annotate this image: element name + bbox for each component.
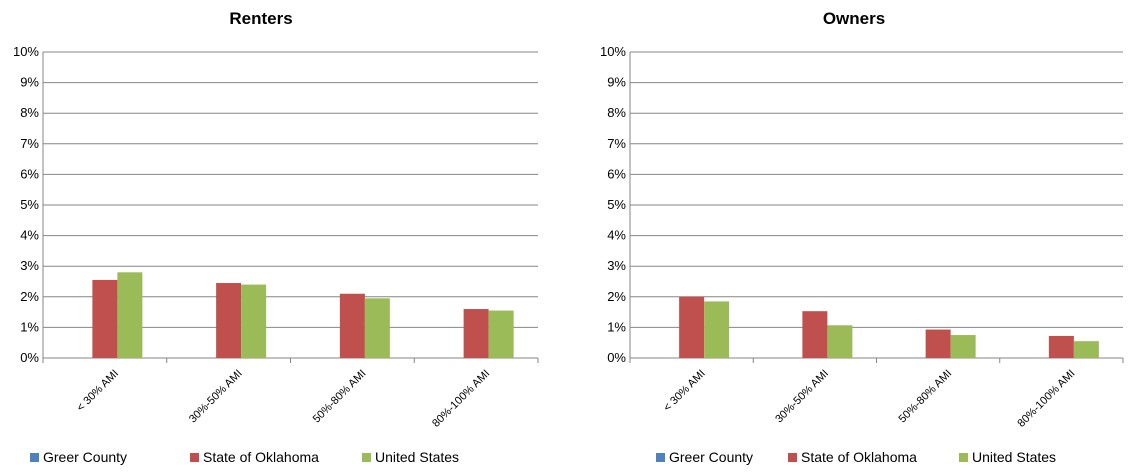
bar <box>117 272 143 358</box>
x-tick-label: < 30% AMI <box>75 368 121 414</box>
bar <box>1073 341 1099 358</box>
bar <box>488 310 514 358</box>
legend-swatch <box>959 453 968 462</box>
y-tick-label: 10% <box>600 44 626 59</box>
y-tick-label: 9% <box>607 75 626 90</box>
bar <box>679 296 705 358</box>
legend-swatch <box>788 453 797 462</box>
y-tick-label: 7% <box>607 136 626 151</box>
y-tick-label: 4% <box>20 228 39 243</box>
bar <box>704 301 730 358</box>
x-tick-label: 80%-100% AMI <box>430 368 492 430</box>
y-tick-label: 4% <box>607 228 626 243</box>
x-tick-label: 30%-50% AMI <box>773 368 831 426</box>
y-tick-label: 3% <box>20 258 39 273</box>
y-tick-label: 2% <box>20 289 39 304</box>
bar <box>827 325 853 358</box>
owners-chart: Owners 0% 1% 2% 3% 4% 5% 6% 7% 8% 9% 10% < 30% AMI 3… <box>600 9 1124 465</box>
bar <box>950 335 976 358</box>
bar <box>92 279 118 358</box>
legend-swatch <box>30 453 39 462</box>
legend-swatch <box>656 453 665 462</box>
x-tick-label: 50%-80% AMI <box>311 368 369 426</box>
bar <box>463 309 489 358</box>
y-tick-label: 9% <box>20 75 39 90</box>
bar <box>241 284 267 358</box>
y-tick-label: 5% <box>20 197 39 212</box>
y-tick-label: 8% <box>607 105 626 120</box>
x-tick-label: < 30% AMI <box>661 368 707 414</box>
bar <box>216 283 242 358</box>
legend-label: State of Oklahoma <box>203 449 319 465</box>
y-tick-label: 6% <box>20 166 39 181</box>
y-tick-label: 0% <box>20 350 39 365</box>
legend-swatch <box>362 453 371 462</box>
bar <box>802 311 828 358</box>
legend-label: Greer County <box>43 449 127 465</box>
y-tick-label: 2% <box>607 289 626 304</box>
bar <box>1048 335 1074 358</box>
y-tick-label: 5% <box>607 197 626 212</box>
legend-swatch <box>190 453 199 462</box>
chart-title: Renters <box>229 9 292 28</box>
x-tick-label: 50%-80% AMI <box>896 368 954 426</box>
y-tick-label: 1% <box>607 319 626 334</box>
legend-label: Greer County <box>669 449 753 465</box>
legend-label: United States <box>972 449 1056 465</box>
y-tick-label: 1% <box>20 319 39 334</box>
x-tick-label: 80%-100% AMI <box>1015 368 1077 430</box>
y-tick-label: 7% <box>20 136 39 151</box>
bar <box>339 293 365 358</box>
y-tick-label: 0% <box>607 350 626 365</box>
bar <box>925 329 951 358</box>
y-tick-label: 10% <box>13 44 39 59</box>
legend-label: State of Oklahoma <box>801 449 917 465</box>
bar <box>364 298 390 358</box>
y-tick-label: 3% <box>607 258 626 273</box>
chart-title: Owners <box>823 9 885 28</box>
renters-chart: Renters 0% 1% 2% 3% 4% 5% 6% 7% 8% 9% 10% < 30% AMI… <box>13 9 539 465</box>
y-tick-label: 6% <box>607 166 626 181</box>
y-tick-label: 8% <box>20 105 39 120</box>
x-tick-label: 30%-50% AMI <box>187 368 245 426</box>
legend-label: United States <box>375 449 459 465</box>
